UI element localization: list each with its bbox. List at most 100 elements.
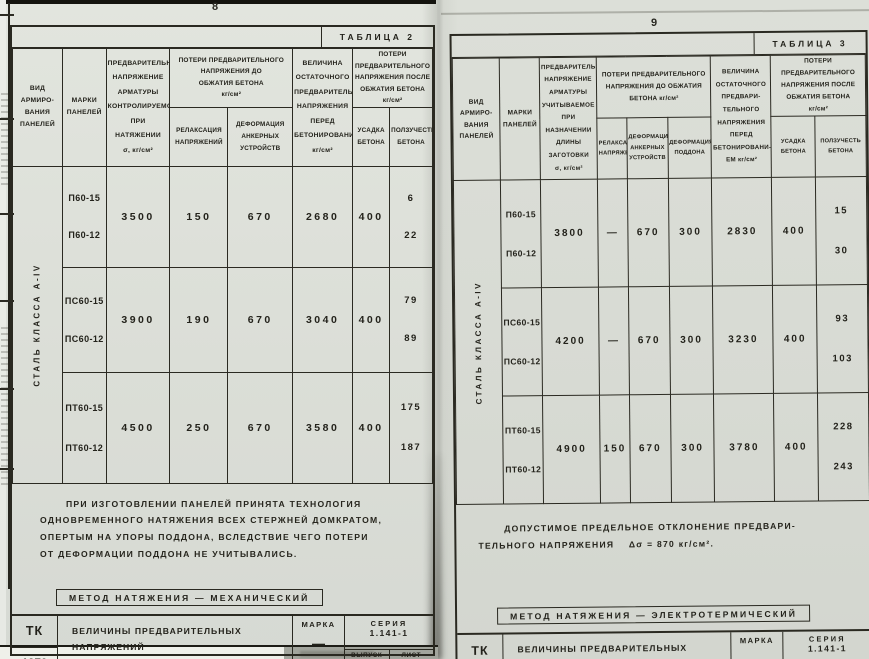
sheet-box: ЛИСТ П5 xyxy=(390,650,434,659)
scan-top-edge xyxy=(6,0,436,4)
anchor-value: 670 xyxy=(227,371,294,484)
fold-tick xyxy=(0,213,14,215)
creep-cell: 175 187 xyxy=(389,371,433,484)
shrinkage-value: 400 xyxy=(771,177,817,286)
scan-bottom-white xyxy=(0,647,284,659)
creep-value: 89 xyxy=(404,333,418,345)
shrinkage-value: 400 xyxy=(352,165,391,268)
col-group-losses-after: ПОТЕРИ ПРЕДВАРИТЕЛЬНОГО НАПРЯЖЕНИЯ ПОСЛЕ… xyxy=(770,54,866,117)
issue-label: ВЫПУСК xyxy=(351,651,383,659)
table-3-header-row-1: ВИД АРМИРО- ВАНИЯ ПАНЕЛЕЙ МАРКИ ПАНЕЛЕЙ … xyxy=(452,54,866,181)
margin-stamp-marks xyxy=(1,325,8,485)
creep-value: 187 xyxy=(400,442,422,454)
residual-value: 2680 xyxy=(292,165,354,268)
note-line: ПРИ ИЗГОТОВЛЕНИИ ПАНЕЛЕЙ ПРИНЯТА ТЕХНОЛО… xyxy=(66,498,362,509)
table-row: ПТ60-15 ПТ60-12 4900 150 670 300 3780 400… xyxy=(455,392,869,505)
fold-tick xyxy=(0,388,14,390)
steel-class-label: СТАЛЬ КЛАССА А-IV xyxy=(473,280,484,404)
creep-cell: 6 22 xyxy=(389,165,433,268)
left-page-edge-line xyxy=(7,3,10,589)
page-number-right: 9 xyxy=(651,17,659,29)
relaxation-value: 190 xyxy=(169,266,229,373)
panel-mark: ПС60-12 xyxy=(503,356,541,367)
table-row: СТАЛЬ КЛАССА А-IV П60-15 П60-12 3500 150 … xyxy=(12,165,433,484)
steel-class-label: СТАЛЬ КЛАССА А-IV xyxy=(32,262,42,387)
pallet-value: 300 xyxy=(669,286,714,395)
margin-stamp-marks xyxy=(1,90,8,185)
pallet-value: 300 xyxy=(668,178,713,287)
series-value: 1.141-1 xyxy=(369,627,409,638)
left-sheet-frame: ТАБЛИЦА 2 ВИД АРМИРО- ВАНИЯ ПАНЕЛЕЙ МАРК… xyxy=(10,25,435,659)
creep-value: 6 xyxy=(407,192,415,204)
panel-mark: ПС60-12 xyxy=(64,333,104,344)
panel-marks-cell: П60-15 П60-12 xyxy=(61,165,107,268)
creep-cell: 79 89 xyxy=(389,266,433,373)
creep-value: 103 xyxy=(832,352,853,365)
fold-tick xyxy=(0,468,14,470)
table-row: ПТ60-15 ПТ60-12 4500 250 670 3580 400 175… xyxy=(13,371,433,484)
shrinkage-value: 400 xyxy=(773,393,819,502)
marka-label: МАРКА xyxy=(301,619,336,629)
left-method-row: МЕТОД НАТЯЖЕНИЯ — МЕХАНИЧЕСКИЙ xyxy=(12,588,433,614)
creep-cell: 228 243 xyxy=(817,392,869,501)
right-title-block: ТК 1970 ВЕЛИЧИНЫ ПРЕДВАРИТЕЛЬНЫХ НАПРЯЖЕ… xyxy=(457,628,869,659)
panel-mark: ПТ60-15 xyxy=(65,402,104,413)
tension-value: 4200 xyxy=(541,287,600,396)
col-header-reinforcement-type: ВИД АРМИРО- ВАНИЯ ПАНЕЛЕЙ xyxy=(452,58,501,181)
panel-marks-cell: ПТ60-15 ПТ60-12 xyxy=(61,371,107,484)
fold-tick xyxy=(0,118,14,120)
note-line: ТЕЛЬНОГО НАПРЯЖЕНИЯ Δσ = 870 кг/см². xyxy=(478,538,715,551)
marka-cell: МАРКА — xyxy=(731,631,784,659)
left-title-block: ТК 1970 ВЕЛИЧИНЫ ПРЕДВАРИТЕЛЬНЫХ НАПРЯЖЕ… xyxy=(12,613,433,659)
series-cell: СЕРИЯ 1.141-1 ВЫПУСК 2 ЛИСТ П5 xyxy=(345,616,433,659)
creep-cell: 15 30 xyxy=(815,176,868,286)
creep-value: 93 xyxy=(835,313,850,325)
table-2-header-row-1: ВИД АРМИРО- ВАНИЯ ПАНЕЛЕЙ МАРКИ ПАНЕЛЕЙ … xyxy=(12,48,433,167)
right-method-row: МЕТОД НАТЯЖЕНИЯ — ЭЛЕКТРОТЕРМИЧЕСКИЙ xyxy=(457,603,869,633)
col-header-residual-stress: ВЕЛИЧИНА ОСТАТОЧНОГО ПРЕДВАРИ- ТЕЛЬНОГО … xyxy=(710,55,772,179)
scan-bottom-line xyxy=(0,645,438,647)
table-3: ВИД АРМИРО- ВАНИЯ ПАНЕЛЕЙ МАРКИ ПАНЕЛЕЙ … xyxy=(452,54,869,505)
tension-value: 3800 xyxy=(540,179,599,288)
creep-value: 228 xyxy=(833,421,854,433)
tension-value: 3900 xyxy=(105,266,171,373)
col-header-shrinkage: УСАДКА БЕТОНА xyxy=(352,106,391,167)
left-margin-strip xyxy=(0,0,6,659)
series-cell: СЕРИЯ 1.141-1 ВЫПУСК ЛИСТ П6 xyxy=(783,630,869,659)
sheet-label: ЛИСТ xyxy=(401,651,422,659)
panel-mark: ПТ60-15 xyxy=(504,425,541,436)
col-header-initial-tension: ПРЕДВАРИТЕЛЬНОЕ НАПРЯЖЕНИЕ АРМАТУРЫ КОНТ… xyxy=(105,48,171,167)
col-header-panel-marks: МАРКИ ПАНЕЛЕЙ xyxy=(499,57,541,181)
sheet-title: ВЕЛИЧИНЫ ПРЕДВАРИТЕЛЬНЫХ НАПРЯЖЕНИЙ И ПО… xyxy=(58,615,293,659)
sheet-title: ВЕЛИЧИНЫ ПРЕДВАРИТЕЛЬНЫХ НАПРЯЖЕНИЙ И ПО… xyxy=(503,632,732,659)
creep-value: 15 xyxy=(834,205,849,217)
page-number-left: 8 xyxy=(212,1,220,13)
left-note: ПРИ ИЗГОТОВЛЕНИИ ПАНЕЛЕЙ ПРИНЯТА ТЕХНОЛО… xyxy=(12,484,433,588)
tension-value: 4500 xyxy=(105,371,171,484)
creep-value: 79 xyxy=(404,294,418,306)
panel-mark: ПТ60-12 xyxy=(65,442,104,453)
note-line: ОТ ДЕФОРМАЦИИ ПОДДОНА НЕ УЧИТЫВАЛИСЬ. xyxy=(40,548,298,559)
left-method-box: МЕТОД НАТЯЖЕНИЯ — МЕХАНИЧЕСКИЙ xyxy=(56,588,323,606)
col-header-relaxation: РЕЛАКСАЦИЯ НАПРЯЖЕНИЙ xyxy=(596,117,628,180)
note-line: ОПЕРТЫМ НА УПОРЫ ПОДДОНА, ВСЛЕДСТВИЕ ЧЕГ… xyxy=(40,532,369,542)
table-2: ВИД АРМИРО- ВАНИЯ ПАНЕЛЕЙ МАРКИ ПАНЕЛЕЙ … xyxy=(12,48,433,484)
anchor-value: 670 xyxy=(627,178,670,287)
left-table-label: ТАБЛИЦА 2 xyxy=(320,27,433,47)
panel-mark: П60-15 xyxy=(505,209,537,220)
right-table-label: ТАБЛИЦА 3 xyxy=(753,32,866,55)
org-stamp: ТК xyxy=(457,634,504,659)
col-group-losses-after: ПОТЕРИ ПРЕДВАРИТЕЛЬНОГО НАПРЯЖЕНИЯ ПОСЛЕ… xyxy=(352,48,433,108)
panel-marks-cell: ПТ60-15 ПТ60-12 xyxy=(502,395,544,505)
panel-mark: ПС60-15 xyxy=(503,317,541,328)
residual-value: 2830 xyxy=(711,177,773,287)
residual-value: 3230 xyxy=(712,285,774,394)
right-note: ДОПУСТИМОЕ ПРЕДЕЛЬНОЕ ОТКЛОНЕНИЕ ПРЕДВАР… xyxy=(456,501,869,607)
col-header-pallet-deformation: ДЕФОРМАЦИЯ ПОДДОНА xyxy=(667,117,712,179)
shrinkage-value: 400 xyxy=(772,285,818,394)
table-row: СТАЛЬ КЛАССА А-IV П60-15 П60-12 3800 — 67… xyxy=(453,176,868,505)
residual-value: 3040 xyxy=(292,266,354,373)
panel-mark: П60-15 xyxy=(68,193,101,204)
creep-value: 30 xyxy=(834,244,849,256)
